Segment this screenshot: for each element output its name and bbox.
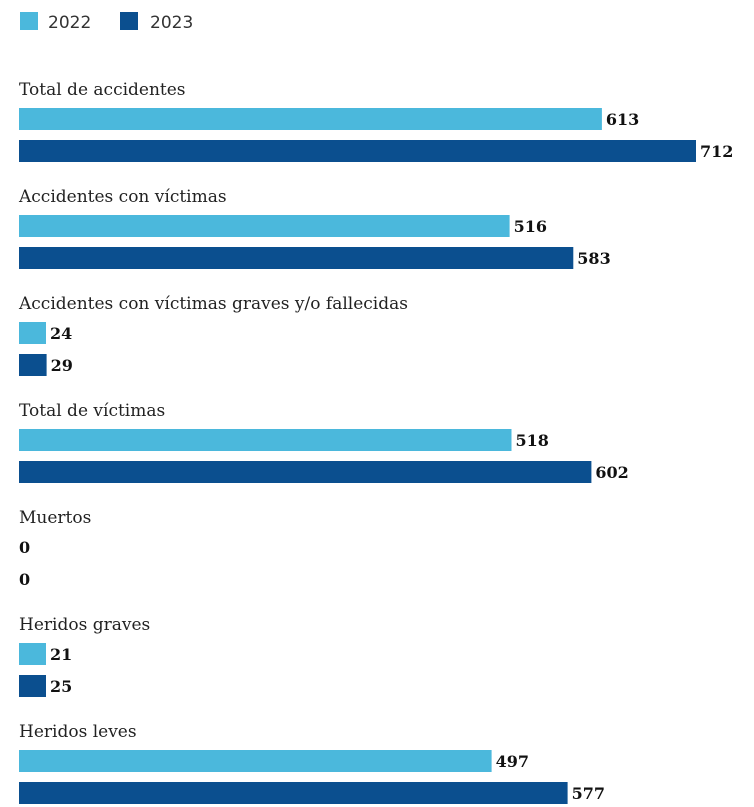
bar-accidentes-con-victimas-2022 — [19, 215, 510, 237]
value-label-heridos-graves-2023: 25 — [50, 677, 72, 696]
category-label-total-de-accidentes: Total de accidentes — [19, 80, 186, 100]
value-label-heridos-leves-2022: 497 — [496, 752, 529, 771]
legend-label-2022: 2022 — [48, 13, 91, 33]
chart-bars: Total de accidentes 613 712 Accidentes con … — [18, 80, 733, 804]
category-label-accidentes-con-victimas-graves-y-o-fallecidas: Accidentes con víctimas graves y/o falle… — [18, 294, 408, 314]
value-label-accidentes-con-victimas-graves-y-o-fallecidas-2023: 29 — [51, 356, 73, 375]
category-label-heridos-graves: Heridos graves — [19, 615, 150, 635]
value-label-accidentes-con-victimas-2023: 583 — [577, 249, 610, 268]
category-label-heridos-leves: Heridos leves — [19, 722, 137, 742]
category-label-total-de-victimas: Total de víctimas — [19, 401, 165, 421]
bar-accidentes-con-victimas-2023 — [19, 247, 574, 269]
legend-label-2023: 2023 — [150, 13, 193, 33]
bar-heridos-graves-2022 — [19, 643, 46, 665]
legend-swatch-2023 — [120, 12, 138, 30]
value-label-heridos-leves-2023: 577 — [572, 784, 605, 803]
category-label-muertos: Muertos — [19, 508, 91, 528]
chart-legend: 2022 2023 — [20, 12, 193, 33]
bar-total-de-victimas-2023 — [19, 461, 592, 483]
value-label-accidentes-con-victimas-2022: 516 — [514, 217, 547, 236]
value-label-total-de-accidentes-2022: 613 — [606, 110, 639, 129]
value-label-total-de-victimas-2023: 602 — [595, 463, 628, 482]
category-label-accidentes-con-victimas: Accidentes con víctimas — [18, 187, 227, 207]
value-label-muertos-2022: 0 — [19, 538, 30, 557]
value-label-accidentes-con-victimas-graves-y-o-fallecidas-2022: 24 — [50, 324, 72, 343]
bar-total-de-accidentes-2023 — [19, 140, 696, 162]
bar-total-de-victimas-2022 — [19, 429, 512, 451]
bar-heridos-leves-2023 — [19, 782, 568, 804]
bar-accidentes-con-victimas-graves-y-o-fallecidas-2022 — [19, 322, 46, 344]
bar-heridos-graves-2023 — [19, 675, 46, 697]
bar-heridos-leves-2022 — [19, 750, 492, 772]
value-label-total-de-accidentes-2023: 712 — [700, 142, 733, 161]
value-label-muertos-2023: 0 — [19, 570, 30, 589]
value-label-heridos-graves-2022: 21 — [50, 645, 72, 664]
value-label-total-de-victimas-2022: 518 — [516, 431, 549, 450]
legend-swatch-2022 — [20, 12, 38, 30]
bar-total-de-accidentes-2022 — [19, 108, 602, 130]
bar-accidentes-con-victimas-graves-y-o-fallecidas-2023 — [19, 354, 47, 376]
